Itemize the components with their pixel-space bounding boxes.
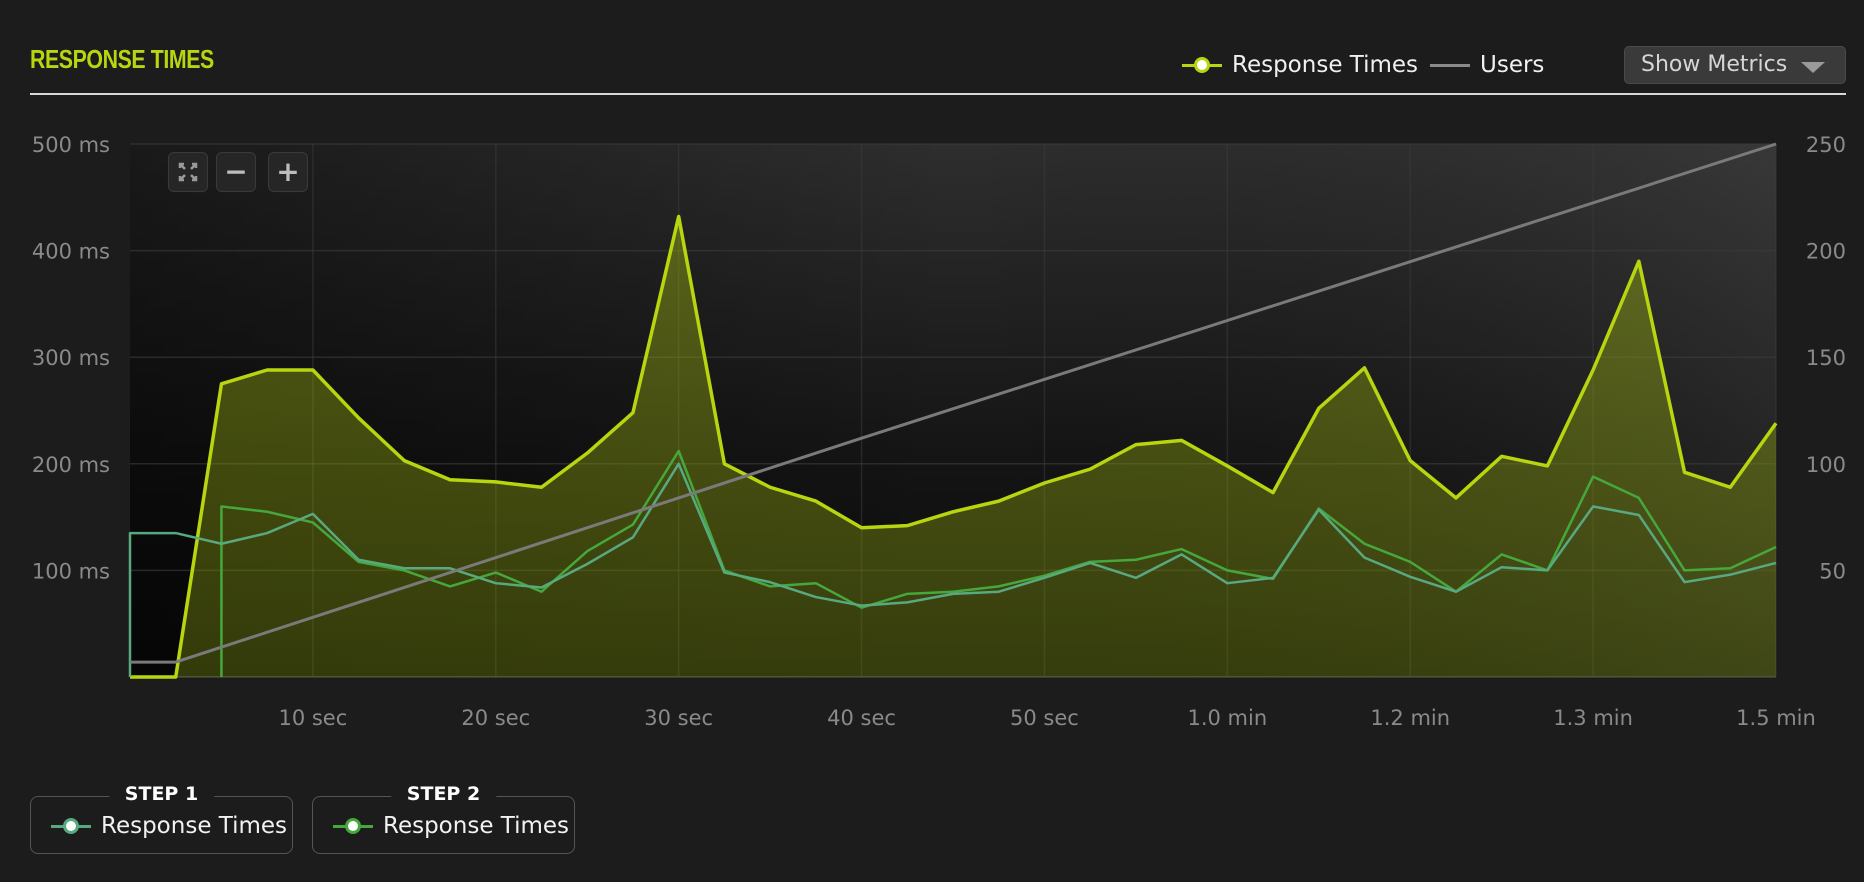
x-tick-label: 1.3 min [1553, 706, 1633, 730]
header-divider [30, 93, 1846, 95]
y-right-tick-label: 200 [1806, 240, 1846, 264]
panel-title: RESPONSE TIMES [30, 44, 214, 74]
x-tick-label: 1.0 min [1187, 706, 1267, 730]
x-tick-label: 50 sec [1010, 706, 1079, 730]
response-times-chart[interactable]: 100 ms 200 ms 300 ms 400 ms 500 ms 50 100 150 2… [0, 0, 1864, 760]
plus-icon: + [276, 155, 300, 188]
fit-screen-icon [178, 162, 198, 182]
legend-item-users[interactable]: Users [1430, 52, 1544, 78]
legend-label: Response Times [1232, 52, 1419, 78]
y-left-tick-label: 200 ms [32, 453, 110, 477]
x-tick-label: 40 sec [827, 706, 896, 730]
response-times-area [130, 216, 1776, 677]
x-tick-label: 1.2 min [1370, 706, 1450, 730]
y-left-tick-label: 100 ms [32, 559, 110, 583]
y-right-tick-label: 250 [1806, 133, 1846, 157]
step-series-label: Response Times [101, 813, 288, 839]
step-1-series-item[interactable]: Response Times [51, 813, 287, 839]
y-left-tick-label: 500 ms [32, 133, 110, 157]
y-left-tick-label: 300 ms [32, 346, 110, 370]
x-tick-label: 30 sec [644, 706, 713, 730]
step-label: STEP 1 [108, 783, 215, 805]
step-1-legend: STEP 1 Response Times [30, 783, 293, 854]
step-2-legend: STEP 2 Response Times [312, 783, 575, 854]
y-right-tick-label: 150 [1806, 346, 1846, 370]
zoom-in-button[interactable]: + [268, 152, 308, 192]
step-label: STEP 2 [390, 783, 497, 805]
line-icon [1430, 55, 1470, 75]
fit-screen-button[interactable] [168, 152, 208, 192]
chevron-down-icon [1801, 62, 1825, 73]
users-line [130, 142, 1777, 664]
y-right-tick-label: 100 [1806, 453, 1846, 477]
minus-icon: − [224, 155, 248, 188]
x-tick-label: 10 sec [278, 706, 347, 730]
x-tick-label: 20 sec [461, 706, 530, 730]
zoom-out-button[interactable]: − [216, 152, 256, 192]
step-2-series-item[interactable]: Response Times [333, 813, 569, 839]
line-dot-icon [51, 816, 91, 836]
legend-item-response-times[interactable]: Response Times [1182, 52, 1418, 78]
show-metrics-dropdown[interactable]: Show Metrics [1624, 46, 1846, 84]
show-metrics-label: Show Metrics [1641, 52, 1788, 77]
step-2-response-line [220, 449, 1777, 677]
legend-label: Users [1480, 52, 1545, 78]
y-left-tick-label: 400 ms [32, 240, 110, 264]
y-right-tick-label: 50 [1819, 559, 1846, 583]
step-1-response-line [128, 462, 1777, 677]
line-dot-icon [333, 816, 373, 836]
response-times-line [130, 214, 1778, 679]
line-dot-icon [1182, 55, 1222, 75]
step-series-label: Response Times [383, 813, 570, 839]
x-tick-label: 1.5 min [1736, 706, 1816, 730]
